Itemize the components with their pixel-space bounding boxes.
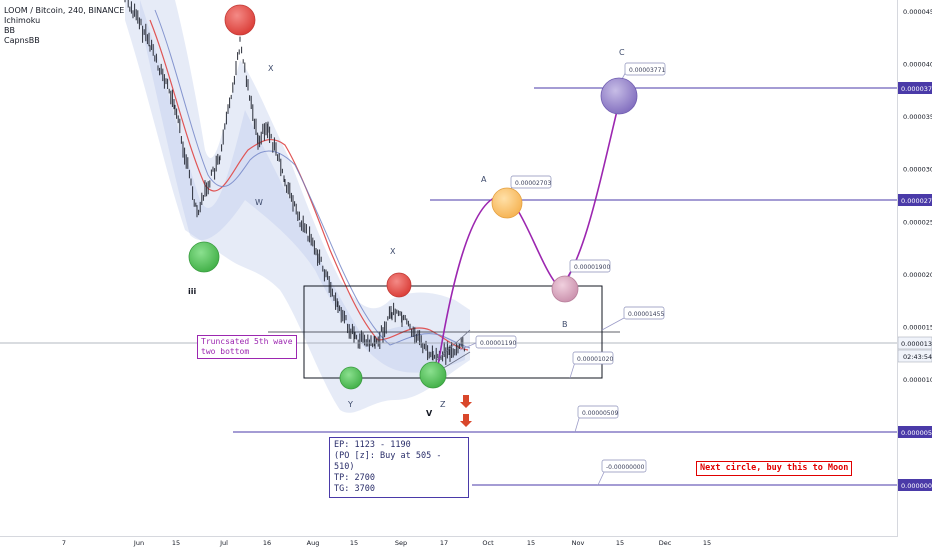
callout-zero: -0.00000000 bbox=[606, 464, 645, 471]
down-arrow-icon bbox=[460, 395, 472, 427]
time-tick-label: 15 bbox=[527, 539, 535, 547]
time-tick-label: 15 bbox=[703, 539, 711, 547]
time-tick-label: 15 bbox=[172, 539, 180, 547]
price-tick-label: 0.00004000 bbox=[903, 61, 932, 69]
wave-label-iii: iii bbox=[188, 287, 196, 296]
price-tick-label: 0.00003000 bbox=[903, 166, 932, 174]
badge-current-price: 0.00001340 bbox=[901, 340, 932, 348]
symbol-title[interactable]: LOOM / Bitcoin, 240, BINANCE bbox=[4, 6, 125, 15]
wave-z-trend bbox=[436, 329, 471, 361]
time-tick-label: 7 bbox=[62, 539, 66, 547]
badge-2709: 0.00002709 bbox=[901, 197, 932, 205]
callout-3771: 0.00003771 bbox=[629, 67, 665, 74]
time-axis-separator bbox=[0, 536, 897, 537]
price-tick-label: 0.00003500 bbox=[903, 113, 932, 121]
callout-1455: 0.00001455 bbox=[628, 311, 664, 318]
circle-orange-a bbox=[491, 187, 523, 219]
time-tick-label: 15 bbox=[616, 539, 624, 547]
price-tick-label: 0.00001500 bbox=[903, 323, 932, 331]
truncated-note-line1: Truncsated 5th wave bbox=[201, 337, 293, 346]
callout-1900: 0.00001900 bbox=[574, 264, 610, 271]
callout-1020: 0.00001020 bbox=[577, 356, 613, 363]
time-tick-label: 15 bbox=[350, 539, 358, 547]
trade-plan-ep: EP: 1123 - 1190 bbox=[334, 440, 411, 450]
wave-label-a: A bbox=[481, 175, 487, 184]
wave-label-x2: X bbox=[390, 247, 396, 256]
time-tick-label: 17 bbox=[440, 539, 448, 547]
circle-green-iii bbox=[188, 241, 220, 273]
price-tick-label: 0.00004500 bbox=[903, 8, 932, 16]
price-tick-label: 0.00002500 bbox=[903, 218, 932, 226]
wave-labels: iii X W X Y V Z A B C bbox=[188, 48, 625, 418]
wave-label-y: Y bbox=[347, 400, 353, 409]
wave-label-w: W bbox=[255, 198, 263, 207]
indicator-ichimoku[interactable]: Ichimoku bbox=[4, 16, 41, 25]
circle-green-z bbox=[419, 361, 447, 389]
badge-0511: 0.00000511 bbox=[901, 429, 932, 437]
callout-0509: 0.00000509 bbox=[582, 410, 618, 417]
circle-pink-b bbox=[551, 275, 579, 303]
trade-plan-note: EP: 1123 - 1190 (PO [z]: Buy at 505 - 51… bbox=[329, 437, 469, 498]
price-tick-label: 0.00001000 bbox=[903, 376, 932, 384]
wave-label-x1: X bbox=[268, 64, 274, 73]
projection-wave-path bbox=[436, 86, 627, 373]
circle-red-top bbox=[224, 4, 256, 36]
wave-label-z: Z bbox=[440, 400, 446, 409]
wave-label-b: B bbox=[562, 320, 568, 329]
wave-label-v: V bbox=[426, 409, 433, 418]
callout-1190: 0.00001190 bbox=[480, 340, 516, 347]
time-tick-label: Dec bbox=[659, 539, 672, 547]
trade-plan-tp: TP: 2700 bbox=[334, 473, 375, 483]
time-tick-label: Jun bbox=[133, 539, 144, 547]
bollinger-band bbox=[140, 0, 465, 373]
circle-violet-c bbox=[600, 77, 638, 115]
circle-green-y bbox=[339, 366, 363, 390]
time-tick-label: Oct bbox=[482, 539, 494, 547]
circle-red-x bbox=[386, 272, 412, 298]
candlestick-series bbox=[124, 0, 465, 365]
ichimoku-cloud bbox=[125, 0, 470, 413]
wave-label-c: C bbox=[619, 48, 625, 57]
moon-note: Next circle, buy this to Moon bbox=[696, 461, 853, 476]
truncated-wave-note: Truncsated 5th wave two bottom bbox=[197, 335, 297, 359]
indicator-capnsbb[interactable]: CapnsBB bbox=[4, 36, 40, 45]
badge-3766: 0.00003766 bbox=[901, 85, 932, 93]
trade-plan-po: (PO [z]: Buy at 505 - 510) bbox=[334, 451, 442, 472]
time-tick-label: Nov bbox=[572, 539, 585, 547]
callout-connectors bbox=[459, 69, 628, 486]
truncated-note-line2: two bottom bbox=[201, 347, 250, 356]
time-tick-label: 16 bbox=[263, 539, 271, 547]
callout-2703: 0.00002703 bbox=[515, 180, 551, 187]
ma-blue-line bbox=[154, 9, 471, 349]
price-tick-label: 0.00002000 bbox=[903, 271, 932, 279]
trade-plan-tg: TG: 3700 bbox=[334, 484, 375, 494]
indicator-bb[interactable]: BB bbox=[4, 26, 15, 35]
time-tick-label: Sep bbox=[395, 539, 407, 547]
time-tick-label: Aug bbox=[307, 539, 320, 547]
badge-countdown: 02:43:54 bbox=[903, 353, 932, 361]
time-tick-label: Jul bbox=[219, 539, 228, 547]
price-axis-separator bbox=[897, 0, 898, 537]
badge-0011: 0.00000011 bbox=[901, 482, 932, 490]
